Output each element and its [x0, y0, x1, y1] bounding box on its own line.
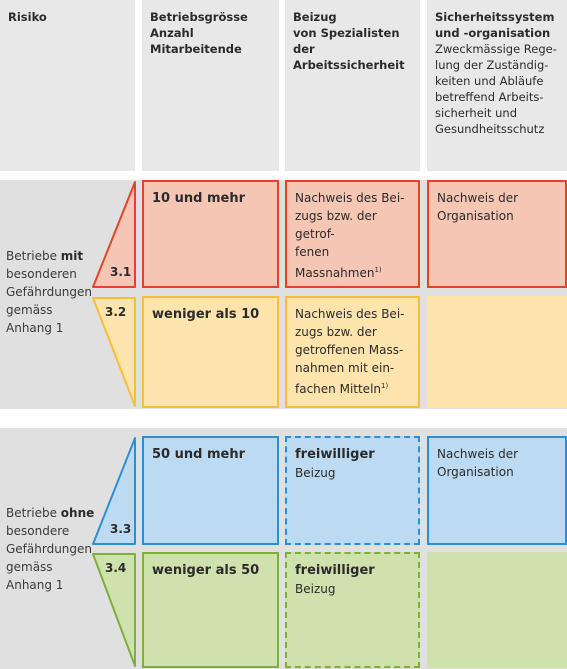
header-safety: Sicherheitssystem und -organisation Zwec…: [427, 0, 567, 171]
header-safety-title-2: und -organisation: [435, 26, 551, 40]
cell-3-2-organisation: [427, 296, 567, 408]
cell-3-2-size: weniger als 10: [142, 296, 279, 408]
label-without-l1a: Betriebe: [6, 506, 61, 520]
code-3-1: 3.1: [110, 265, 132, 279]
spec-3-1-line-2: zugs bzw. der getrof-: [295, 209, 377, 241]
label-without-l5: Anhang 1: [6, 578, 64, 592]
cell-3-3-specialists: freiwilliger Beizug: [285, 436, 420, 545]
code-3-2: 3.2: [105, 305, 127, 319]
header-specialists-line-2: von Spezialisten der: [293, 26, 400, 56]
spec-3-2-line-5: fachen Mitteln: [295, 382, 382, 396]
header-specialists-line-3: Arbeitssicherheit: [293, 58, 405, 72]
code-3-4: 3.4: [105, 561, 127, 575]
org-3-1-line-2: Organisation: [437, 209, 514, 223]
header-risk: Risiko: [0, 0, 135, 171]
spec-3-3-rest: Beizug: [295, 466, 336, 480]
org-3-3-line-1: Nachweis der: [437, 447, 519, 461]
cell-3-2-specialists: Nachweis des Bei- zugs bzw. der getroffe…: [285, 296, 420, 408]
header-size-line-1: Betriebsgrösse: [150, 10, 248, 24]
header-size: Betriebsgrösse Anzahl Mitarbeitende: [142, 0, 279, 171]
header-specialists-line-1: Beizug: [293, 10, 337, 24]
cell-3-4-specialists: freiwilliger Beizug: [285, 552, 420, 668]
spec-3-4-bold: freiwilliger: [295, 563, 375, 578]
header-risk-title: Risiko: [8, 10, 47, 24]
spec-3-1-line-1: Nachweis des Bei-: [295, 191, 405, 205]
label-without-hazards: Betriebe ohne besondere Gefährdungen gem…: [6, 504, 98, 594]
wedge-3-1: [92, 181, 136, 288]
header-safety-sub-4: betreffend Arbeits-: [435, 90, 544, 104]
size-3-2: weniger als 10: [152, 307, 260, 322]
header-size-line-2: Anzahl: [150, 26, 194, 40]
label-without-l2: besondere: [6, 524, 70, 538]
header-safety-sub-5: sicherheit und: [435, 106, 517, 120]
label-without-l3: Gefährdungen: [6, 542, 93, 556]
cell-3-1-organisation: Nachweis der Organisation: [427, 180, 567, 288]
spec-3-2-line-2: zugs bzw. der: [295, 325, 377, 339]
cell-3-3-size: 50 und mehr: [142, 436, 279, 545]
wedge-3-3: [92, 437, 136, 545]
label-with-l1b: mit: [60, 249, 84, 263]
cell-3-4-size: weniger als 50: [142, 552, 279, 668]
header-safety-sub-3: keiten und Abläufe: [435, 74, 544, 88]
spec-3-2-footnote: 1): [381, 382, 389, 390]
spec-3-2-line-4: nahmen mit ein-: [295, 361, 395, 375]
cell-3-1-specialists: Nachweis des Bei- zugs bzw. der getrof- …: [285, 180, 420, 288]
spec-3-2-line-3: getroffenen Mass-: [295, 343, 404, 357]
label-without-l1b: ohne: [60, 506, 95, 520]
header-specialists: Beizug von Spezialisten der Arbeitssiche…: [285, 0, 420, 171]
org-3-1-line-1: Nachweis der: [437, 191, 519, 205]
label-with-l3: Gefährdungen: [6, 285, 93, 299]
size-3-3: 50 und mehr: [152, 447, 245, 462]
wedge-3-2: [92, 297, 136, 407]
size-3-1: 10 und mehr: [152, 191, 245, 206]
spec-3-2-line-1: Nachweis des Bei-: [295, 307, 405, 321]
label-with-l4: gemäss: [6, 303, 53, 317]
cell-3-1-size: 10 und mehr: [142, 180, 279, 288]
spec-3-1-footnote: 1): [374, 266, 382, 274]
header-safety-sub-2: lung der Zuständig-: [435, 58, 549, 72]
spec-3-1-line-3: fenen Massnahmen: [295, 245, 375, 280]
label-with-l5: Anhang 1: [6, 321, 64, 335]
org-3-3-line-2: Organisation: [437, 465, 514, 479]
spec-3-3-bold: freiwilliger: [295, 447, 375, 462]
code-3-3: 3.3: [110, 522, 132, 536]
label-with-l2: besonderen: [6, 267, 77, 281]
cell-3-4-organisation: [427, 552, 567, 668]
size-3-4: weniger als 50: [152, 563, 260, 578]
header-size-line-3: Mitarbeitende: [150, 42, 242, 56]
header-safety-sub-1: Zweckmässige Rege-: [435, 42, 557, 56]
label-with-hazards: Betriebe mit besonderen Gefährdungen gem…: [6, 247, 98, 337]
header-safety-sub-6: Gesundheitsschutz: [435, 122, 545, 136]
header-safety-title-1: Sicherheitssystem: [435, 10, 555, 24]
cell-3-3-organisation: Nachweis der Organisation: [427, 436, 567, 545]
wedge-3-4: [92, 553, 136, 667]
spec-3-4-rest: Beizug: [295, 582, 336, 596]
label-with-l1a: Betriebe: [6, 249, 61, 263]
label-without-l4: gemäss: [6, 560, 53, 574]
